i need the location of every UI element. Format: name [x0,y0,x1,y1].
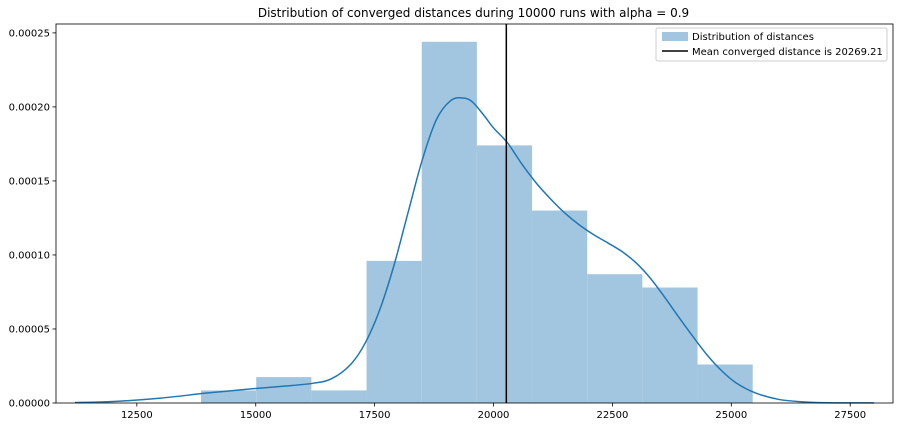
y-axis: 0.00000 0.00005 0.00010 0.00015 0.00020 0.000… [9,28,56,410]
legend-label-histogram: Distribution of distances [692,32,814,43]
legend-box [655,27,888,62]
legend-swatch-histogram [662,32,688,41]
plot-area-frame [55,23,894,404]
histogram-bar-10 [697,364,753,403]
x-tick-label: 25000 [715,410,747,421]
x-tick-label: 17500 [359,410,391,421]
histogram-bars [201,41,753,403]
histogram-bar-2 [256,377,312,403]
histogram-bar-8 [587,274,643,403]
y-tick-label: 0.00005 [9,324,50,335]
histogram-bar-4 [366,260,422,403]
kde-curve [74,97,874,404]
histogram-bar-3 [311,390,367,403]
x-tick-label: 27500 [834,410,866,421]
kde-curve-group [74,97,874,404]
histogram-bar-1 [201,390,257,403]
histogram-bar-7 [532,210,588,403]
y-tick-label: 0.00010 [9,250,50,261]
y-tick-label: 0.00025 [9,28,50,39]
y-tick-label: 0.00020 [9,102,50,113]
legend-label-mean-line: Mean converged distance is 20269.21 [692,47,883,58]
legend: Distribution of distances Mean converged… [655,27,888,62]
x-axis: 12500 15000 17500 20000 22500 25000 27500 [121,403,866,421]
y-tick-label: 0.00015 [9,176,50,187]
x-tick-label: 12500 [121,410,153,421]
chart-title: Distribution of converged distances duri… [258,6,689,20]
x-tick-label: 20000 [478,410,510,421]
histogram-bar-9 [642,287,698,403]
y-tick-label: 0.00000 [9,399,50,410]
histogram-bar-6 [476,145,533,403]
x-tick-label: 22500 [597,410,629,421]
x-tick-label: 15000 [240,410,272,421]
histogram-bar-5 [421,41,477,403]
